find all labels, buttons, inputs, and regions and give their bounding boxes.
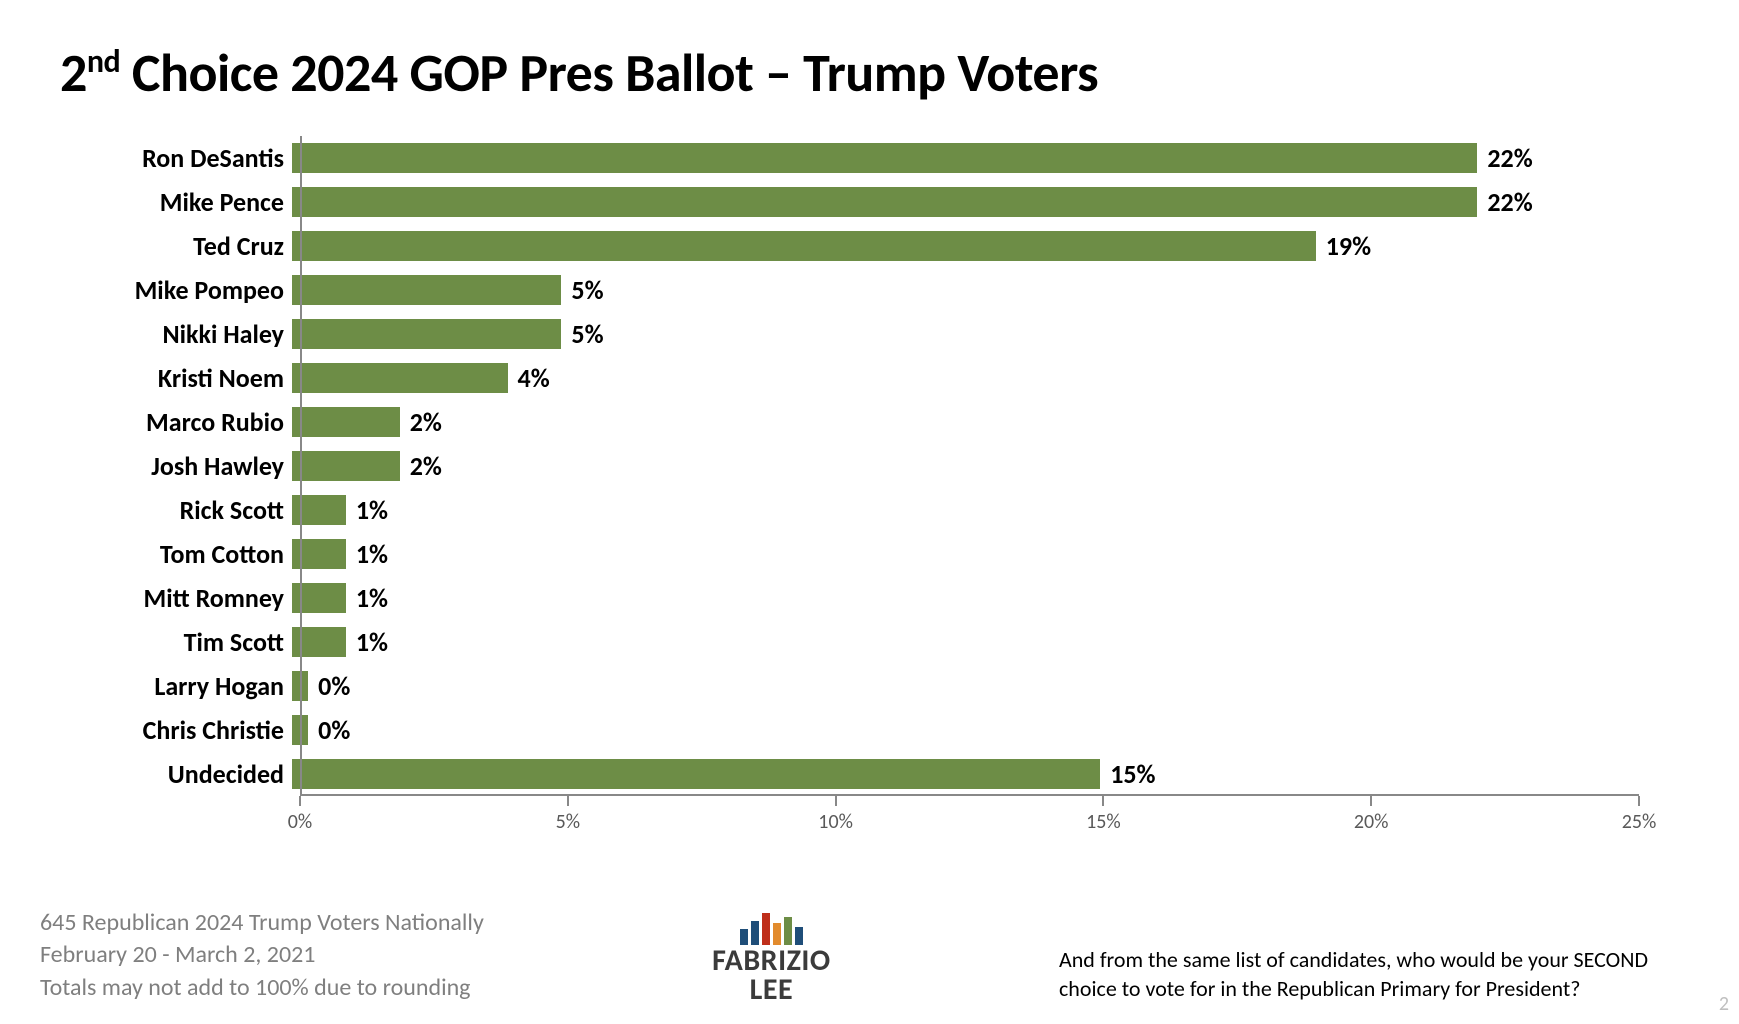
bar-label: Undecided [60, 758, 292, 790]
bar-label: Tim Scott [60, 626, 292, 658]
title-sup: nd [87, 42, 120, 81]
logo-bars-icon [712, 909, 831, 945]
bar-label: Josh Hawley [60, 450, 292, 482]
bar-chart: Ron DeSantis22%Mike Pence22%Ted Cruz19%M… [60, 136, 1679, 856]
x-tick-label: 25% [1622, 810, 1657, 834]
logo-line2: LEE [712, 976, 831, 1005]
footer-left: 645 Republican 2024 Trump Voters Nationa… [40, 907, 484, 1004]
date-range: February 20 - March 2, 2021 [40, 939, 484, 971]
x-tick-label: 0% [288, 810, 312, 834]
bar-label: Mitt Romney [60, 582, 292, 614]
bar-label: Larry Hogan [60, 670, 292, 702]
logo: FABRIZIO LEE [712, 909, 831, 1004]
bar-label: Mike Pompeo [60, 274, 292, 306]
tick-mark [299, 796, 301, 806]
logo-bar-icon [784, 917, 792, 945]
bar-label: Ted Cruz [60, 230, 292, 262]
tick-mark [835, 796, 837, 806]
x-axis: 0%5%10%15%20%25% [300, 796, 1639, 856]
x-tick-label: 10% [818, 810, 853, 834]
question-text: And from the same list of candidates, wh… [1059, 945, 1699, 1004]
tick-mark [1370, 796, 1372, 806]
bar-label: Nikki Haley [60, 318, 292, 350]
bar-label: Chris Christie [60, 714, 292, 746]
bar-label: Marco Rubio [60, 406, 292, 438]
tick-mark [1102, 796, 1104, 806]
tick-mark [1638, 796, 1640, 806]
bar-label: Ron DeSantis [60, 142, 292, 174]
bar-label: Mike Pence [60, 186, 292, 218]
tick-mark [567, 796, 569, 806]
bar-label: Kristi Noem [60, 362, 292, 394]
bar-label: Tom Cotton [60, 538, 292, 570]
bar-label: Rick Scott [60, 494, 292, 526]
footer: 645 Republican 2024 Trump Voters Nationa… [40, 907, 1699, 1004]
x-tick-label: 20% [1354, 810, 1389, 834]
sample-size: 645 Republican 2024 Trump Voters Nationa… [40, 907, 484, 939]
x-tick-label: 15% [1086, 810, 1121, 834]
title-post: Choice 2024 GOP Pres Ballot – Trump Vote… [120, 40, 1098, 106]
chart-title: 2nd Choice 2024 GOP Pres Ballot – Trump … [60, 40, 1679, 106]
logo-bar-icon [762, 913, 770, 945]
rounding-note: Totals may not add to 100% due to roundi… [40, 972, 484, 1004]
x-tick-label: 5% [556, 810, 580, 834]
axis-frame [300, 136, 1639, 796]
page-number: 2 [1719, 992, 1729, 1016]
title-pre: 2 [60, 40, 87, 106]
